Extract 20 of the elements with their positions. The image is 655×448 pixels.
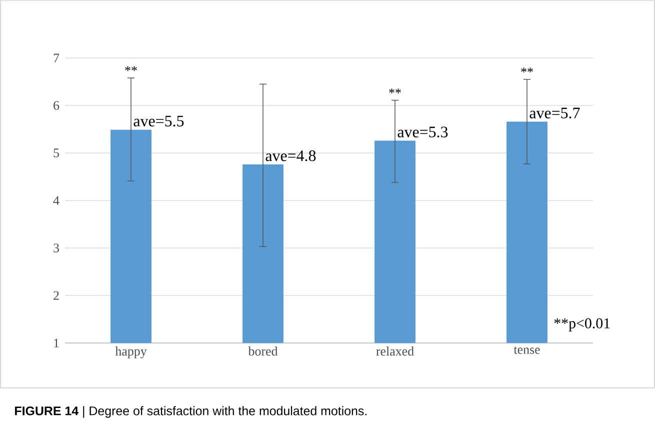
y-tick-label: 4 bbox=[53, 196, 60, 205]
data-label: ave=5.7 bbox=[530, 108, 580, 118]
annotation: ** bbox=[389, 88, 401, 94]
text: FIGURE 14 | Degree of satisfaction with the modulated motions. bbox=[15, 406, 367, 418]
data-label: ave=5.3 bbox=[398, 126, 448, 138]
x-tick-label: happy bbox=[115, 346, 147, 358]
data-label: ave=5.5 bbox=[134, 116, 184, 127]
y-tick-label: 1 bbox=[54, 338, 59, 348]
annotation: ** bbox=[521, 68, 533, 72]
y-tick-label: 3 bbox=[54, 244, 59, 252]
y-tick-label: 7 bbox=[54, 54, 60, 62]
x-tick-label: relaxed bbox=[376, 346, 414, 356]
x-tick-label: bored bbox=[248, 346, 278, 356]
x-tick-label: tense bbox=[514, 346, 540, 354]
y-tick-label: 6 bbox=[54, 101, 60, 110]
data-label: ave=4.8 bbox=[266, 150, 316, 162]
annotation: **p<0.01 bbox=[554, 318, 610, 332]
y-tick-label: 2 bbox=[54, 291, 59, 300]
y-tick-label: 5 bbox=[54, 148, 59, 158]
annotation: ** bbox=[125, 66, 137, 72]
